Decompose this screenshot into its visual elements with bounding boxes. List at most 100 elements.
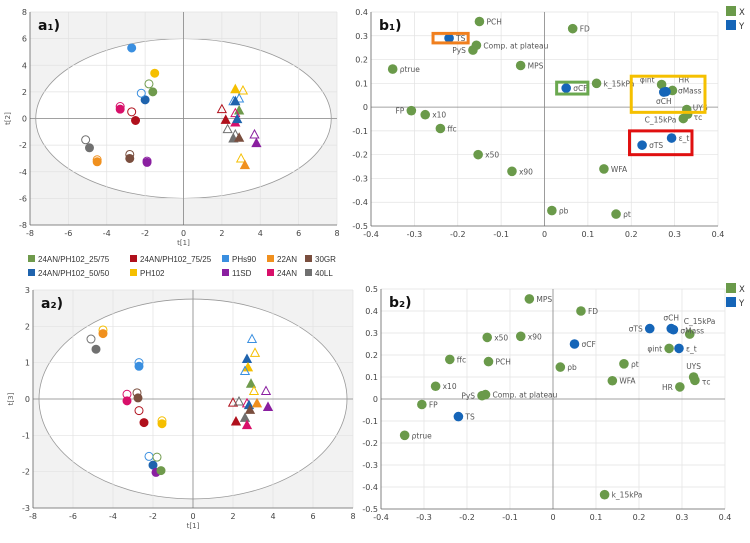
x-tick-label: -2	[149, 512, 157, 521]
loading-point	[591, 78, 602, 89]
y-tick-label: 6	[22, 35, 27, 44]
loading-label: ε_t	[679, 134, 690, 143]
loading-point	[482, 332, 493, 343]
loading-point	[474, 16, 485, 27]
y-tick-label: -8	[19, 221, 27, 230]
legend-swatch	[130, 269, 137, 276]
loading-label: φint	[647, 344, 662, 353]
x-tick-label: -2	[141, 229, 149, 238]
score-point-triangle	[245, 378, 257, 388]
loading-point	[483, 356, 494, 367]
legend-swatch-X	[726, 6, 736, 16]
loading-label: x90	[519, 167, 533, 176]
x-tick-label: 2	[230, 512, 235, 521]
loading-point	[599, 164, 609, 174]
x-tick-label: 8	[334, 229, 339, 238]
y-tick-label: -0.3	[362, 461, 378, 470]
score-point-circle	[133, 393, 143, 403]
loading-label: Comp. at plateau	[483, 41, 548, 50]
x-tick-label: 0.4	[712, 230, 725, 239]
loading-point	[468, 45, 478, 55]
y-tick-label: -0.3	[352, 174, 368, 183]
y-tick-label: -0.5	[352, 222, 368, 231]
score-point-circle	[98, 329, 108, 339]
score-point-triangle	[222, 123, 233, 134]
x-tick-label: 0.2	[633, 513, 646, 522]
score-point-triangle	[239, 159, 251, 170]
loading-label: φint	[640, 76, 655, 85]
legend-swatch	[267, 269, 274, 276]
loading-label: ρt	[623, 210, 631, 219]
score-point-triangle	[230, 95, 241, 106]
y-tick-label: 0.2	[355, 56, 368, 65]
x-tick-label: 0.1	[590, 513, 603, 522]
highlight-box	[628, 129, 694, 157]
loading-point	[515, 331, 526, 342]
score-point-circle	[134, 361, 144, 371]
loading-point	[599, 489, 610, 500]
loading-point	[619, 359, 629, 369]
y-tick-label: -0.1	[352, 127, 368, 136]
y-axis-title: t[2]	[4, 112, 12, 125]
loading-point	[445, 354, 455, 365]
x-tick-label: 4	[258, 229, 263, 238]
x-tick-label: 0	[181, 229, 186, 238]
loading-point	[430, 381, 441, 392]
loading-label: σMass	[680, 327, 704, 336]
score-point-circle	[148, 87, 158, 97]
chart-b1: -0.4 -0.3 -0.2 -0.1 0 0.1 0.2 0.3 0.4-0.5-0.4-0.…	[352, 6, 745, 239]
score-point-circle	[140, 95, 150, 105]
score-point-triangle	[230, 107, 241, 118]
score-point-triangle	[246, 333, 258, 344]
y-tick-label: 0	[22, 115, 27, 124]
loading-label: HR	[678, 75, 689, 84]
y-tick-label: 0.1	[365, 373, 378, 382]
loading-point	[668, 324, 679, 335]
score-point-triangle	[230, 83, 241, 94]
legend-swatch	[130, 255, 137, 262]
loading-label: σCF	[582, 340, 596, 349]
y-tick-label: 2	[22, 88, 27, 97]
loading-point	[547, 205, 557, 216]
score-point-triangle	[260, 385, 272, 396]
score-point-triangle	[220, 114, 231, 124]
loading-label: k_15kPa	[612, 491, 643, 500]
highlight-box	[629, 74, 707, 114]
y-tick-label: 0.2	[365, 351, 378, 360]
loading-label: x50	[494, 333, 508, 342]
loading-point	[611, 209, 621, 219]
x-tick-label: 0.3	[676, 513, 689, 522]
score-point-triangle	[249, 128, 260, 139]
score-point-triangle	[244, 404, 256, 414]
loading-label: PCH	[496, 358, 511, 367]
loading-label: Comp. at plateau	[492, 391, 557, 400]
legend-label: PHs90	[232, 255, 257, 264]
legend-label: 24AN	[277, 269, 297, 278]
loading-label: σCH	[663, 314, 679, 323]
loading-point	[690, 375, 700, 386]
loading-point	[561, 83, 571, 93]
loading-label: C_15kPa	[684, 317, 716, 326]
x-tick-label: 0.1	[582, 230, 595, 239]
x-tick-label: 0.2	[625, 230, 638, 239]
score-point-triangle	[234, 132, 245, 142]
score-point-triangle	[230, 415, 242, 426]
y-tick-label: 0.3	[355, 32, 368, 41]
loading-label: σCF	[573, 84, 587, 93]
legend-label: 30GR	[315, 255, 336, 264]
loading-point	[656, 79, 667, 90]
x-tick-label: -6	[69, 512, 77, 521]
score-point-triangle	[235, 152, 247, 163]
loading-label: MPS	[536, 295, 552, 304]
score-point-triangle	[239, 412, 251, 422]
score-point-circle	[136, 88, 146, 98]
legend-swatch	[305, 269, 312, 276]
panel-label: a₂)	[41, 296, 63, 312]
loading-label: WFA	[611, 165, 628, 174]
x-tick-label: 8	[350, 512, 355, 521]
loading-label: x10	[432, 111, 446, 120]
x-axis-title: t[1]	[187, 522, 200, 530]
y-tick-label: -2	[19, 141, 27, 150]
loading-label: σCH	[656, 97, 672, 106]
loading-point	[555, 362, 566, 372]
